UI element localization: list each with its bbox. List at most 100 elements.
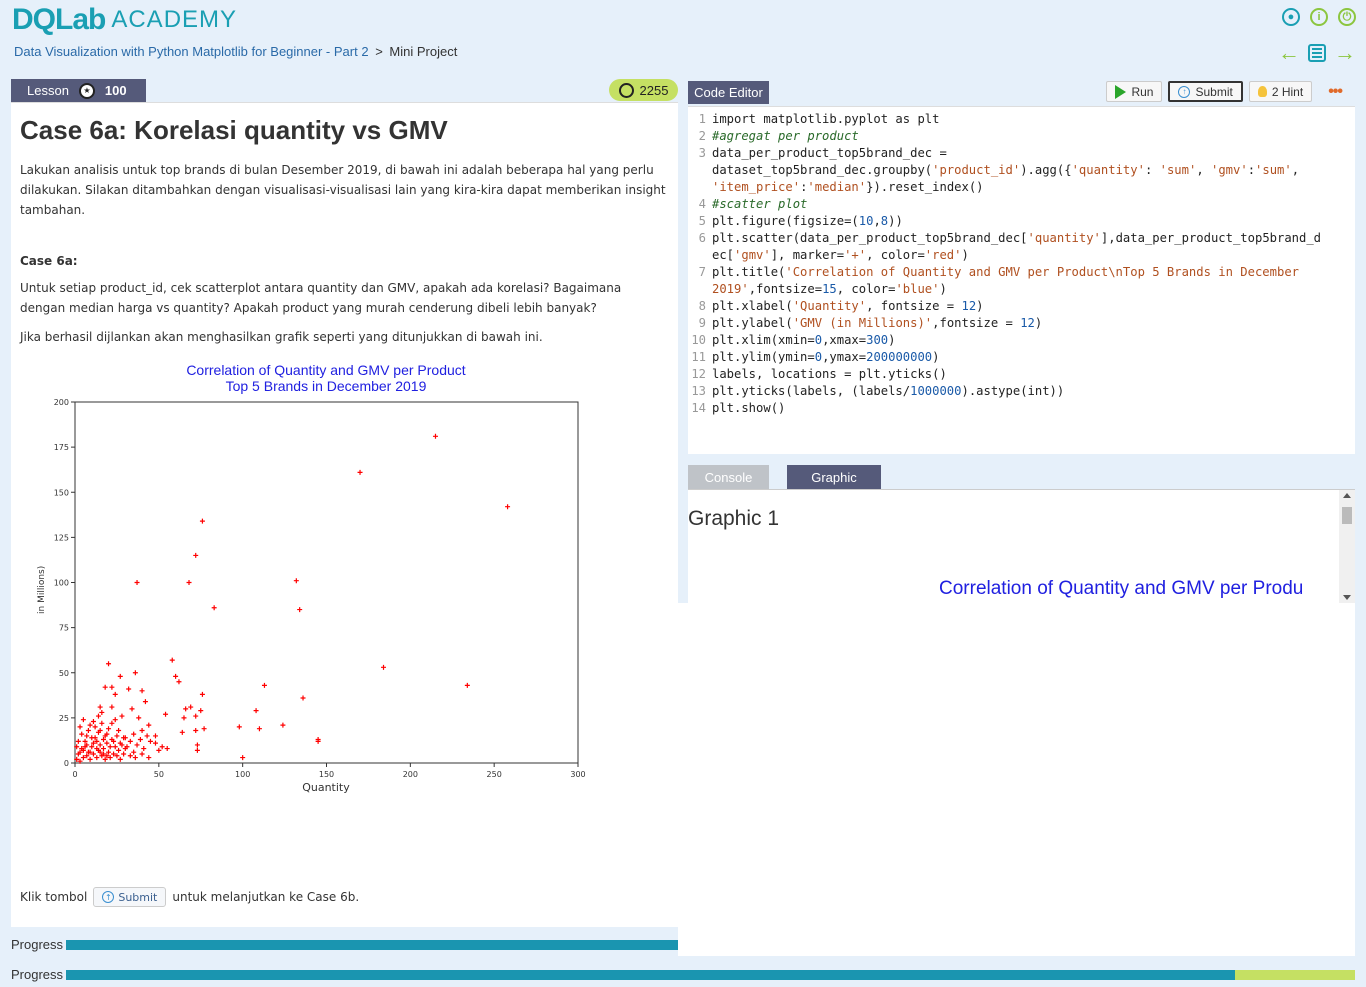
code-text[interactable]: plt.yticks(labels, (labels/1000000).asty… bbox=[712, 384, 1065, 398]
scroll-up-icon[interactable] bbox=[1343, 493, 1351, 498]
scatter-point bbox=[104, 731, 110, 737]
scatter-point bbox=[134, 580, 140, 585]
code-line[interactable]: 6 plt.scatter(data_per_product_top5brand_… bbox=[688, 230, 1355, 264]
code-text[interactable]: #agregat per product bbox=[712, 129, 859, 143]
scatter-point bbox=[293, 578, 299, 584]
code-line[interactable]: 9 plt.ylabel('GMV (in Millions)',fontsize… bbox=[688, 315, 1355, 332]
code-text[interactable]: #scatter plot bbox=[712, 197, 808, 211]
code-text[interactable]: plt.ylim(ymin=0,ymax=200000000) bbox=[712, 350, 940, 364]
scatter-point bbox=[381, 664, 387, 670]
code-line[interactable]: 13 plt.yticks(labels, (labels/1000000).as… bbox=[688, 383, 1355, 400]
scatter-point bbox=[90, 751, 96, 757]
hint-button[interactable]: 2 Hint bbox=[1248, 81, 1313, 102]
scatter-point bbox=[104, 753, 110, 759]
scatter-point bbox=[127, 753, 133, 759]
lesson-score: 100 bbox=[104, 83, 127, 98]
code-line[interactable]: 10 plt.xlim(xmin=0,xmax=300) bbox=[688, 332, 1355, 349]
scatter-point bbox=[176, 679, 182, 685]
code-editor[interactable]: 1 import matplotlib.pyplot as plt 2 #agrega… bbox=[688, 106, 1355, 454]
scatter-point bbox=[142, 699, 148, 705]
scatter-point bbox=[109, 684, 115, 690]
scatter-point bbox=[139, 728, 145, 734]
code-editor-tab[interactable]: Code Editor bbox=[688, 81, 769, 104]
next-arrow-icon[interactable]: → bbox=[1334, 40, 1356, 65]
scatter-point bbox=[119, 713, 125, 719]
scatter-point bbox=[163, 711, 169, 717]
code-text[interactable]: plt.show() bbox=[712, 401, 786, 415]
code-line[interactable]: 3 data_per_product_top5brand_dec = datase… bbox=[688, 145, 1355, 196]
run-button[interactable]: Run bbox=[1106, 81, 1163, 102]
code-line[interactable]: 11 plt.ylim(ymin=0,ymax=200000000) bbox=[688, 349, 1355, 366]
scatter-point bbox=[102, 684, 108, 690]
scatter-point bbox=[181, 715, 187, 721]
scatter-point bbox=[85, 728, 91, 734]
footer-suffix: untuk melanjutkan ke Case 6b. bbox=[172, 890, 360, 904]
lesson-tab[interactable]: Lesson ★ 100 bbox=[11, 79, 146, 102]
line-number: 2 bbox=[698, 129, 706, 143]
scatter-point bbox=[137, 737, 143, 743]
scatter-point bbox=[84, 753, 90, 759]
scatter-point bbox=[102, 756, 108, 762]
breadcrumb-course-link[interactable]: Data Visualization with Python Matplotli… bbox=[14, 44, 369, 59]
scrollbar-thumb[interactable] bbox=[1342, 507, 1352, 524]
power-icon[interactable]: ⏻ bbox=[1338, 8, 1356, 26]
prev-arrow-icon[interactable]: ← bbox=[1278, 40, 1300, 65]
scatter-point bbox=[77, 758, 83, 764]
tab-graphic[interactable]: Graphic bbox=[787, 465, 881, 489]
breadcrumb-separator: > bbox=[375, 44, 383, 59]
scatter-point bbox=[188, 704, 194, 710]
more-options-icon[interactable]: ••• bbox=[1328, 82, 1343, 100]
user-icon[interactable]: ● bbox=[1282, 8, 1300, 26]
code-line[interactable]: 14 plt.show() bbox=[688, 400, 1355, 417]
code-text[interactable]: plt.title('Correlation of Quantity and G… bbox=[712, 265, 1299, 296]
output-scrollbar[interactable] bbox=[1339, 490, 1355, 603]
scatter-point bbox=[97, 728, 103, 734]
x-tick-label: 200 bbox=[403, 770, 418, 779]
list-icon[interactable] bbox=[1308, 44, 1326, 62]
scatter-point bbox=[193, 728, 199, 734]
line-number: 12 bbox=[691, 367, 706, 381]
code-text[interactable]: plt.xlim(xmin=0,xmax=300) bbox=[712, 333, 896, 347]
scatter-point bbox=[126, 686, 132, 692]
code-line[interactable]: 4 #scatter plot bbox=[688, 196, 1355, 213]
scatter-point bbox=[107, 744, 113, 750]
scatter-point bbox=[124, 744, 130, 750]
code-text[interactable]: import matplotlib.pyplot as plt bbox=[712, 112, 940, 126]
scatter-point bbox=[464, 682, 470, 688]
y-tick-label: 25 bbox=[59, 714, 69, 723]
code-text[interactable]: plt.xlabel('Quantity', fontsize = 12) bbox=[712, 299, 984, 313]
scatter-point bbox=[114, 733, 120, 739]
code-text[interactable]: labels, locations = plt.yticks() bbox=[712, 367, 947, 381]
scatter-point bbox=[89, 735, 95, 741]
scatter-point bbox=[111, 751, 117, 757]
code-line[interactable]: 5 plt.figure(figsize=(10,8)) bbox=[688, 213, 1355, 230]
dqlab-logo[interactable]: DQLab ACADEMY bbox=[12, 3, 237, 36]
course-progress-label: Progress bbox=[11, 967, 64, 982]
lesson-progress-fill bbox=[66, 939, 678, 950]
scroll-down-icon[interactable] bbox=[1343, 595, 1351, 600]
code-text[interactable]: plt.ylabel('GMV (in Millions)',fontsize … bbox=[712, 316, 1043, 330]
scatter-point bbox=[90, 718, 96, 724]
code-text[interactable]: plt.scatter(data_per_product_top5brand_d… bbox=[712, 231, 1322, 262]
scatter-point bbox=[117, 740, 123, 746]
submit-button[interactable]: ↑ Submit bbox=[1168, 81, 1243, 102]
code-line[interactable]: 7 plt.title('Correlation of Quantity and … bbox=[688, 264, 1355, 298]
info-icon[interactable]: i bbox=[1310, 8, 1328, 26]
scatter-point bbox=[193, 713, 199, 719]
code-text[interactable]: plt.figure(figsize=(10,8)) bbox=[712, 214, 903, 228]
line-number: 8 bbox=[698, 299, 706, 313]
line-number: 3 bbox=[698, 146, 706, 160]
code-line[interactable]: 8 plt.xlabel('Quantity', fontsize = 12) bbox=[688, 298, 1355, 315]
code-text[interactable]: data_per_product_top5brand_dec = dataset… bbox=[712, 146, 1300, 194]
scatter-point bbox=[106, 661, 112, 667]
scatter-point bbox=[136, 715, 142, 721]
scatter-point bbox=[106, 749, 112, 755]
code-line[interactable]: 1 import matplotlib.pyplot as plt bbox=[688, 111, 1355, 128]
scatter-point bbox=[211, 605, 217, 611]
y-axis-label: in Millions) bbox=[37, 566, 47, 614]
tab-console[interactable]: Console bbox=[688, 465, 769, 489]
code-line[interactable]: 2 #agregat per product bbox=[688, 128, 1355, 145]
inline-submit-button: ↑ Submit bbox=[93, 887, 167, 907]
code-line[interactable]: 12 labels, locations = plt.yticks() bbox=[688, 366, 1355, 383]
y-tick-label: 200 bbox=[54, 398, 69, 407]
